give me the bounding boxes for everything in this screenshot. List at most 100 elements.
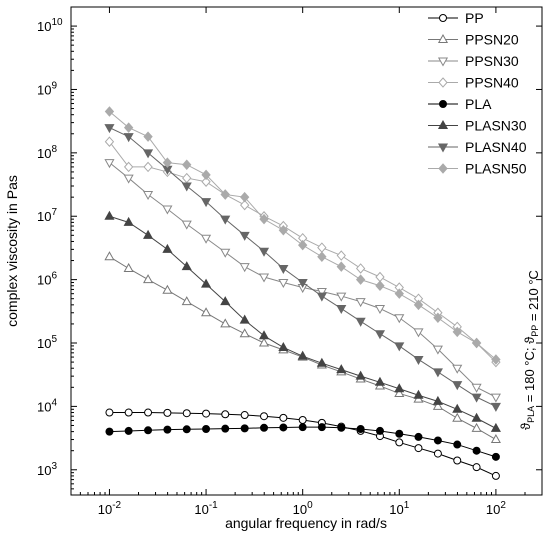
data-point [278, 225, 289, 236]
data-point [104, 136, 115, 147]
data-point [240, 199, 250, 211]
data-point [317, 251, 327, 262]
data-point [201, 278, 212, 288]
data-point [374, 305, 386, 315]
data-point [433, 449, 442, 458]
legend-label: PLA [465, 96, 492, 112]
data-point [471, 383, 482, 393]
data-point [414, 432, 423, 441]
data-point [220, 248, 231, 258]
legend-marker [437, 143, 449, 153]
data-point [259, 213, 269, 225]
legend-marker [437, 33, 449, 43]
legend-marker [439, 100, 447, 108]
data-point [104, 124, 115, 134]
y-axis-ticks: 103 104 105 106 107 108 109 1010 [37, 17, 542, 490]
data-point [432, 395, 443, 405]
x-tick-label: 10-1 [194, 500, 218, 517]
plot-frame [70, 6, 543, 496]
data-point [355, 274, 366, 285]
data-point [220, 318, 231, 328]
y-tick-label: 1010 [37, 17, 63, 34]
data-point [123, 216, 134, 226]
data-point [105, 427, 114, 436]
data-point [201, 234, 212, 244]
data-point [375, 426, 384, 435]
data-point [162, 157, 173, 168]
data-point [490, 402, 501, 412]
data-point [413, 328, 424, 338]
x-tick-label: 102 [486, 500, 506, 517]
data-point [163, 408, 172, 417]
data-point [297, 350, 308, 360]
data-point [181, 182, 192, 192]
data-point [356, 424, 365, 433]
legend-marker [437, 57, 449, 67]
legend-marker [438, 77, 448, 88]
data-point [123, 122, 134, 133]
legend-marker [439, 14, 447, 22]
data-point [433, 436, 442, 445]
data-point [162, 205, 173, 215]
data-point [336, 364, 347, 374]
data-point [182, 425, 191, 434]
legend-label: PLASN30 [465, 118, 527, 134]
data-point [258, 330, 270, 340]
data-point [162, 284, 173, 294]
data-point [471, 412, 482, 422]
data-point [202, 424, 211, 433]
data-point [260, 423, 269, 432]
y-tick-label: 108 [37, 144, 57, 161]
data-point [143, 131, 153, 142]
data-point [413, 389, 424, 399]
data-point [258, 247, 270, 257]
temperature-annotation: ϑPLA = 180 °C; ϑPP = 210 °C [518, 270, 541, 430]
legend-label: PPSN30 [465, 53, 519, 69]
legend-item: PLASN30 [428, 118, 527, 134]
data-point [258, 337, 270, 347]
data-point [240, 411, 249, 420]
data-point [452, 381, 463, 391]
data-point [394, 314, 405, 324]
series-plasn30 [104, 210, 501, 432]
data-point [336, 250, 346, 261]
x-tick-label: 101 [389, 500, 409, 517]
y-tick-label: 106 [37, 271, 57, 288]
data-point [317, 242, 327, 253]
series-pp [105, 408, 500, 480]
data-point [239, 314, 250, 324]
data-point [394, 383, 405, 393]
data-point [432, 368, 443, 378]
data-point [182, 409, 191, 418]
x-axis-ticks: 10-2 10-1 100 101 102 [79, 7, 526, 517]
y-tick-label: 103 [37, 461, 57, 478]
data-point [220, 189, 230, 200]
data-point [490, 393, 501, 403]
data-point [336, 305, 347, 315]
y-tick-label: 107 [37, 207, 57, 224]
legend-marker [437, 119, 449, 129]
data-point [316, 287, 327, 298]
y-axis-title: complex viscosity in Pas [4, 175, 20, 327]
data-point [355, 370, 366, 380]
legend-item: PPSN30 [428, 53, 519, 69]
data-point [472, 446, 481, 455]
data-point [375, 271, 385, 283]
data-point [104, 106, 115, 117]
series-plasn40 [104, 124, 501, 412]
data-point [279, 413, 288, 422]
legend-label: PPSN20 [465, 32, 519, 48]
y-tick-label: 109 [37, 80, 57, 97]
data-point [143, 229, 154, 239]
data-point [123, 174, 134, 184]
data-point [221, 424, 230, 433]
data-point [374, 330, 386, 340]
data-point [123, 262, 134, 272]
data-point [240, 191, 250, 203]
series-pla [105, 423, 500, 461]
data-point [162, 243, 173, 253]
data-point [472, 463, 481, 472]
data-point [453, 456, 462, 465]
series-ppsn30 [104, 159, 501, 403]
data-point [202, 409, 211, 418]
